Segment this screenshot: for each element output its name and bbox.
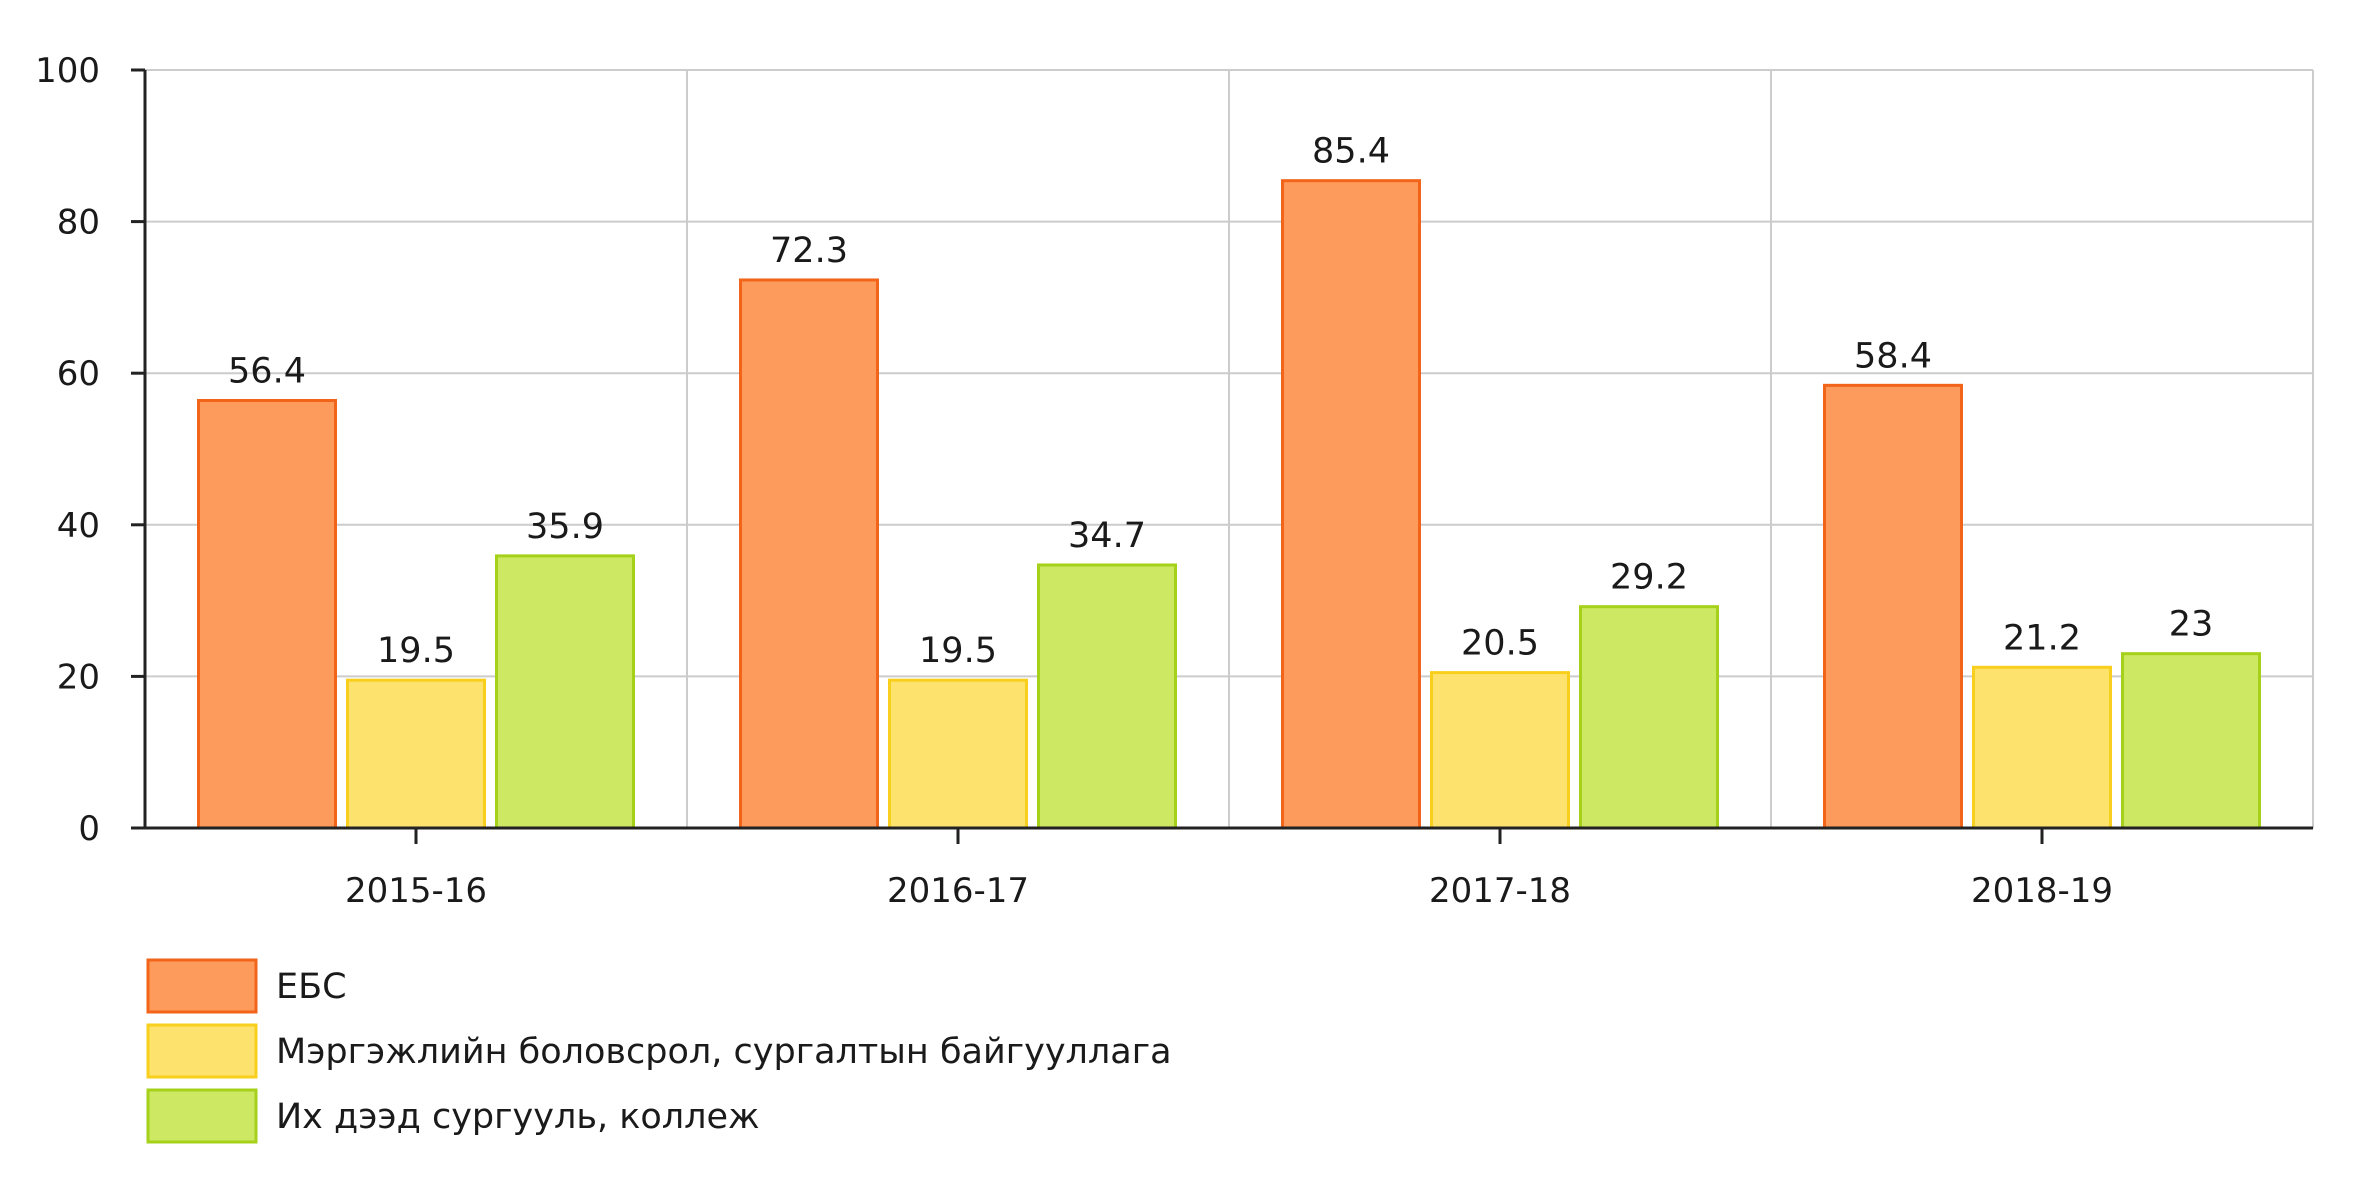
- data-label: 19.5: [377, 631, 455, 671]
- bar: [1972, 665, 2112, 830]
- y-tick-label: 20: [57, 657, 100, 697]
- y-tick-label: 80: [57, 203, 100, 243]
- x-tick-label: 2016-17: [887, 871, 1029, 911]
- legend: ЕБС Мэргэжлийн боловсрол, сургалтын байгу…: [146, 958, 1172, 1144]
- legend-label: Мэргэжлийн боловсрол, сургалтын байгуулл…: [276, 1032, 1172, 1072]
- legend-swatch: [146, 958, 258, 1014]
- bar: [1037, 563, 1177, 830]
- bar: [739, 278, 879, 830]
- legend-swatch: [146, 1088, 258, 1144]
- bar: [1281, 179, 1421, 830]
- data-label: 58.4: [1854, 336, 1932, 376]
- data-label: 85.4: [1312, 132, 1390, 172]
- bar: [888, 678, 1028, 830]
- data-label: 20.5: [1461, 624, 1539, 664]
- bar: [197, 398, 337, 830]
- y-tick-label: 60: [57, 354, 100, 394]
- data-labels: 56.4 19.5 35.9 72.3 19.5 34.7 85.4 20.5 29.2 58.4…: [228, 132, 2213, 672]
- data-label: 56.4: [228, 351, 306, 391]
- legend-label: Их дээд сургууль, коллеж: [276, 1097, 760, 1137]
- bar: [1579, 605, 1719, 830]
- bar: [1823, 383, 1963, 830]
- legend-label: ЕБС: [276, 967, 347, 1007]
- x-tick-label: 2018-19: [1971, 871, 2113, 911]
- data-label: 23: [2169, 605, 2214, 645]
- x-tick-label: 2015-16: [345, 871, 487, 911]
- bars: [197, 179, 2261, 830]
- y-tick-label: 40: [57, 506, 100, 546]
- legend-swatch: [146, 1023, 258, 1079]
- data-label: 29.2: [1610, 558, 1688, 598]
- bar: [1430, 671, 1570, 830]
- axes: 0 20 40 60 80 100 2015-16 2016-17 2017-18 2018-19: [35, 51, 2313, 911]
- bar: [2121, 652, 2261, 830]
- bar: [495, 554, 635, 830]
- x-tick-label: 2017-18: [1429, 871, 1571, 911]
- y-tick-label: 100: [35, 51, 100, 91]
- data-label: 72.3: [770, 231, 848, 271]
- data-label: 35.9: [526, 507, 604, 547]
- data-label: 21.2: [2003, 618, 2081, 658]
- data-label: 34.7: [1068, 516, 1146, 556]
- bar: [346, 678, 486, 830]
- data-label: 19.5: [919, 631, 997, 671]
- y-tick-label: 0: [78, 809, 100, 849]
